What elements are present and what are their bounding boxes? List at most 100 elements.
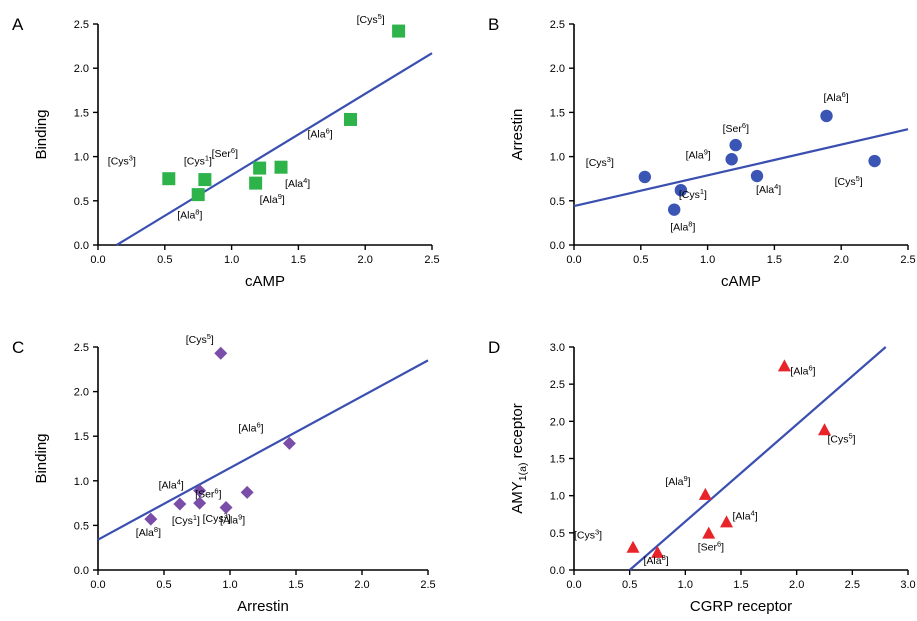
point-label: [Ala9] (686, 147, 711, 161)
x-axis-label: Arrestin (237, 598, 289, 615)
y-tick-label: 2.5 (74, 342, 89, 354)
x-tick-label: 2.0 (354, 579, 369, 591)
y-tick-label: 0.5 (74, 196, 89, 208)
data-point (274, 160, 288, 174)
point-label: [Ala6] (790, 363, 815, 377)
point-label: [Ser6] (723, 121, 749, 135)
y-tick-label: 0.0 (74, 565, 89, 577)
data-point (626, 540, 640, 553)
point-label: [Ala6] (238, 420, 263, 434)
fit-line (97, 359, 429, 541)
panel-a: A 0.0 0.5 1.0 1.5 2.0 2.5 0.0 0.5 1.0 1.5 2.0 2.5 cAM… (12, 12, 440, 290)
x-axis-label: CGRP receptor (690, 598, 792, 615)
x-tick-label: 1.5 (767, 254, 782, 266)
y-tick-label: 3.0 (550, 342, 565, 354)
data-point (638, 170, 652, 184)
x-tick-label: 1.5 (733, 579, 748, 591)
data-point (253, 161, 267, 175)
data-point (725, 153, 738, 166)
x-tick-label: 2.0 (789, 579, 804, 591)
y-tick-label: 2.0 (74, 63, 89, 75)
data-point (198, 173, 212, 187)
data-point (193, 484, 207, 498)
x-tick-label: 0.0 (90, 579, 105, 591)
data-point (219, 501, 233, 515)
x-tick-label: 2.5 (420, 579, 435, 591)
data-point (162, 172, 176, 186)
y-tick-label: 0.0 (550, 565, 565, 577)
y-tick-label: 2.0 (550, 63, 565, 75)
data-point (820, 109, 833, 123)
data-point (282, 436, 296, 450)
point-label: [Ser6] (698, 540, 724, 554)
x-axis-label: cAMP (245, 273, 285, 290)
x-tick-label: 0.0 (566, 579, 581, 591)
y-tick-label: 0.5 (550, 528, 565, 540)
x-tick-label: 0.5 (157, 254, 172, 266)
y-tick-label: 2.0 (550, 416, 565, 428)
data-point (777, 359, 791, 372)
point-label: [Ala8] (644, 553, 669, 567)
data-point (191, 188, 205, 202)
data-point (720, 515, 734, 528)
data-point (214, 346, 228, 360)
y-tick-label: 1.5 (74, 107, 89, 119)
y-tick-label: 1.0 (550, 491, 565, 503)
data-point (249, 176, 263, 190)
data-point (173, 497, 187, 511)
panel-c: C 0.0 0.5 1.0 1.5 2.0 2.5 0.0 0.5 1.0 1.5 2.0 2.5 Arr… (12, 332, 436, 615)
point-label: [Cys3] (574, 528, 602, 542)
point-label: [Ala6] (308, 126, 333, 140)
point-label: [Cys3] (108, 154, 136, 168)
x-tick-label: 2.0 (358, 254, 373, 266)
x-tick-label: 2.5 (845, 579, 860, 591)
x-tick-label: 2.5 (900, 254, 915, 266)
data-point (193, 496, 207, 510)
y-tick-label: 0.0 (74, 240, 89, 252)
y-tick-label: 0.5 (74, 520, 89, 532)
point-label: [Ala9] (260, 192, 285, 206)
x-tick-label: 0.0 (566, 254, 581, 266)
data-point (651, 545, 664, 558)
data-point (344, 112, 358, 126)
y-tick-label: 1.0 (550, 152, 565, 164)
data-point (818, 423, 831, 436)
x-tick-label: 1.0 (678, 579, 693, 591)
panel-letter: D (488, 338, 500, 357)
x-tick-label: 1.5 (291, 254, 306, 266)
x-tick-label: 1.5 (288, 579, 303, 591)
x-axis-label: cAMP (721, 273, 761, 290)
panel-d: D 0.0 0.5 1.0 1.5 2.0 2.5 3.0 0.0 0.5 1.0 1.5 2.0 2.5… (488, 338, 916, 615)
panel-letter: C (12, 338, 24, 357)
data-point (674, 183, 688, 197)
point-label: [Cys5] (835, 174, 863, 188)
data-point (868, 154, 881, 168)
x-tick-label: 0.5 (633, 254, 648, 266)
fit-line (628, 346, 887, 571)
y-tick-label: 0.5 (550, 196, 565, 208)
x-tick-label: 1.0 (224, 254, 239, 266)
point-label: [Cys1] (184, 154, 212, 168)
y-tick-label: 1.0 (74, 476, 89, 488)
point-label: [Cys3] (586, 155, 614, 169)
point-label: [Ala4] (733, 508, 758, 522)
y-tick-label: 1.5 (550, 107, 565, 119)
data-point (668, 203, 681, 216)
x-tick-label: 2.0 (834, 254, 849, 266)
panel-letter: A (12, 15, 24, 34)
point-label: [Ala4] (159, 478, 184, 492)
y-axis-label: AMY1(a) receptor (509, 403, 529, 513)
data-point (144, 512, 158, 526)
x-tick-label: 1.0 (222, 579, 237, 591)
point-label: [Cys1] (172, 513, 200, 527)
point-label: [Ala6] (824, 90, 849, 104)
point-label: [Ser6] (212, 146, 238, 160)
point-label: [Ala4] (756, 182, 781, 196)
data-point (698, 487, 712, 500)
data-point (750, 169, 764, 183)
x-tick-label: 0.5 (156, 579, 171, 591)
data-point (729, 138, 742, 152)
y-tick-label: 2.5 (74, 19, 89, 31)
data-point (392, 24, 406, 38)
y-tick-label: 2.5 (550, 19, 565, 31)
